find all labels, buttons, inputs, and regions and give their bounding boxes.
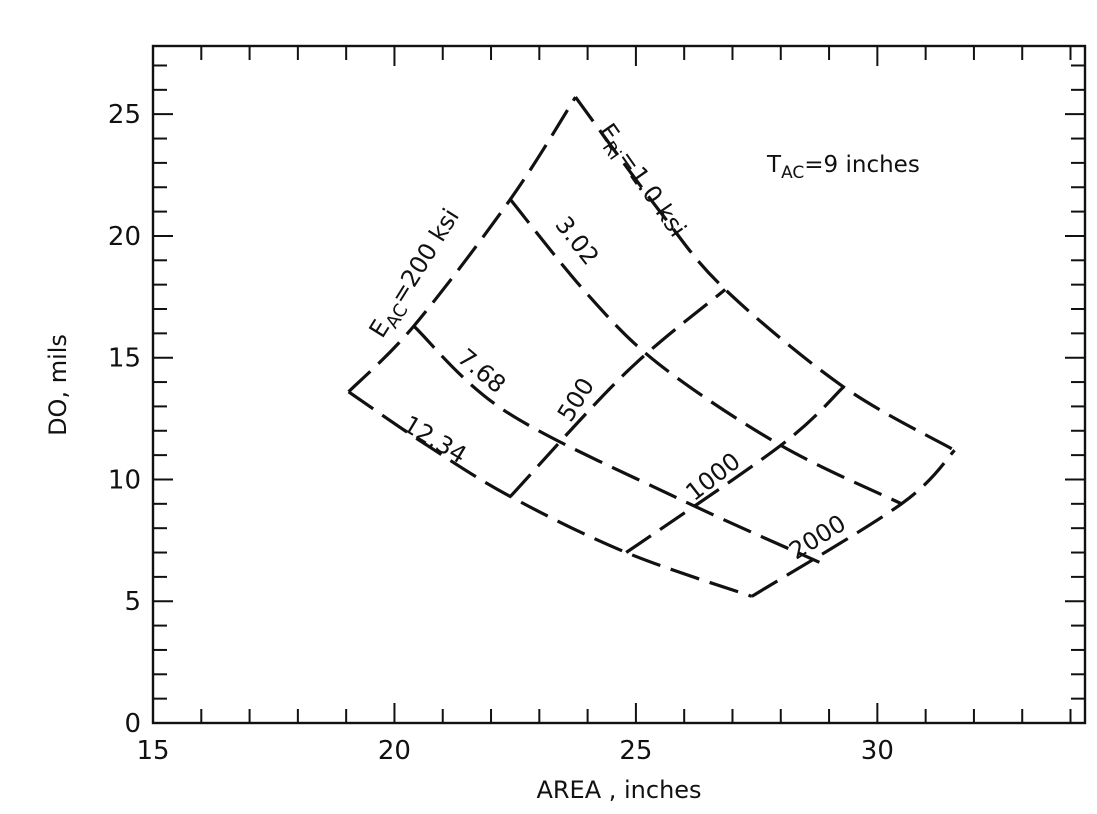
y-tick-label: 5 xyxy=(124,587,141,617)
e-ac-2000-label: 2000 xyxy=(784,509,851,565)
annotation-sub: AC xyxy=(781,163,804,183)
e-ac-curve xyxy=(347,96,577,393)
y-tick-label: 0 xyxy=(124,709,141,739)
y-axis-label: DO, mils xyxy=(44,334,72,436)
x-tick-label: 20 xyxy=(378,736,411,766)
e-ri-curve xyxy=(347,390,753,598)
e-ac-500-label: 500 xyxy=(552,373,600,427)
thickness-annotation: TAC=9 inches xyxy=(766,152,920,183)
y-tick-label: 25 xyxy=(108,100,141,130)
x-axis-label: AREA , inches xyxy=(536,776,701,804)
annotation-rest: =9 inches xyxy=(804,152,920,178)
e-ac-curve xyxy=(509,288,727,498)
annotation-main: T xyxy=(766,152,782,178)
tick-labels: 15 20 25 30 0 5 10 15 20 25 xyxy=(108,100,894,766)
e-ri-curve xyxy=(574,96,956,452)
x-tick-label: 25 xyxy=(619,736,652,766)
e-ri-1-label: ERi=1.0 ksi xyxy=(589,118,692,245)
e-ri-1234-label: 12.34 xyxy=(398,410,471,469)
y-tick-label: 10 xyxy=(108,465,141,495)
e-ac-curve xyxy=(750,449,956,598)
e-ri-768-label: 7.68 xyxy=(452,343,511,399)
e-ac-curve xyxy=(625,385,845,554)
data-curves xyxy=(347,96,956,598)
y-tick-label: 15 xyxy=(108,344,141,374)
e-ri-302-label: 3.02 xyxy=(550,211,605,270)
plot-frame xyxy=(151,44,1087,725)
tick-marks xyxy=(153,46,1085,723)
e-ri-curve xyxy=(509,198,903,506)
x-tick-label: 15 xyxy=(136,736,169,766)
y-tick-label: 20 xyxy=(108,222,141,252)
e-ri-curve xyxy=(412,324,821,564)
x-tick-label: 30 xyxy=(861,736,894,766)
